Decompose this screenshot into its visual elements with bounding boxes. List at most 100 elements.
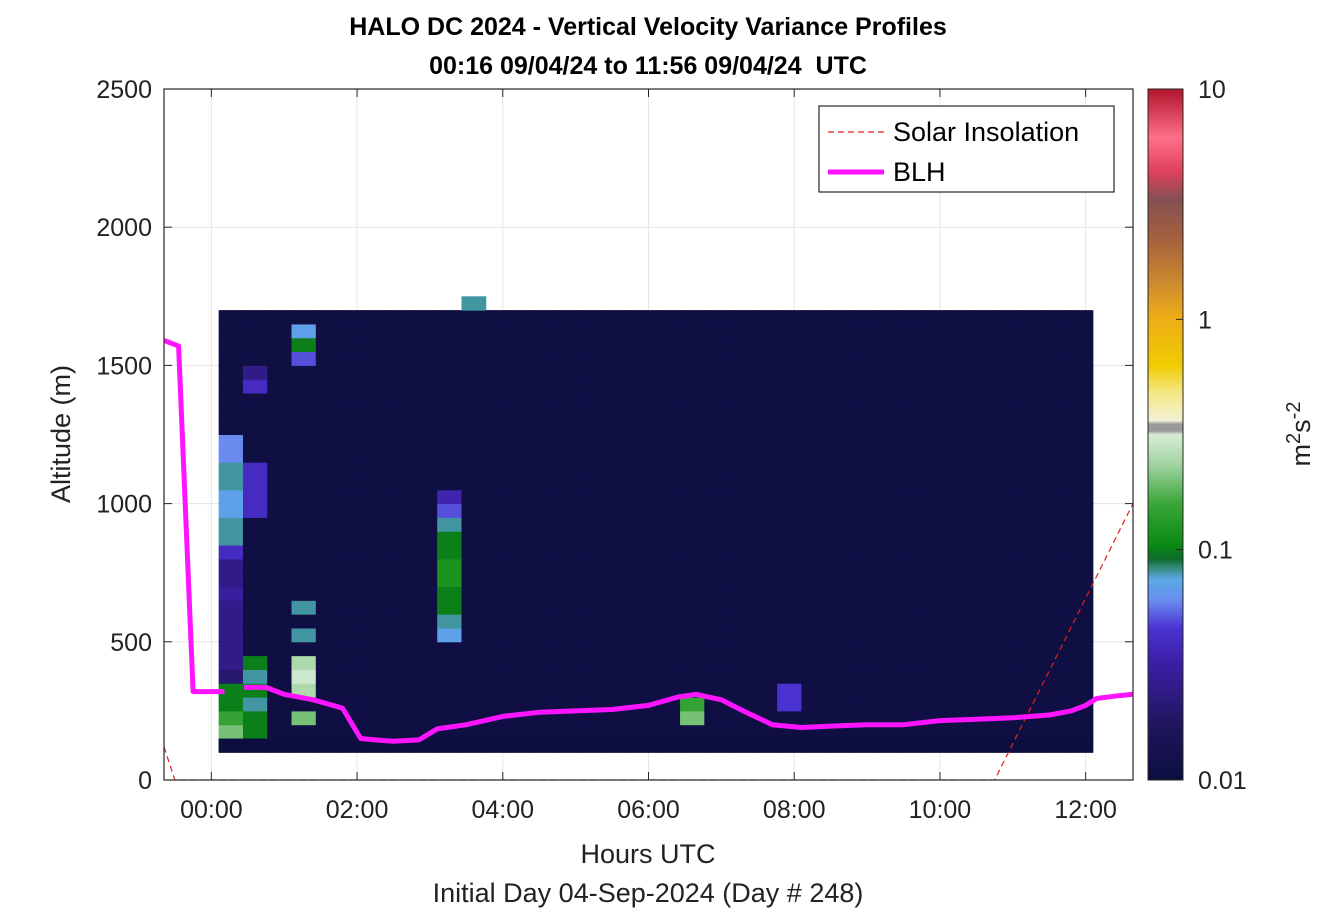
heatmap-cell [825,710,851,726]
heatmap-cell [267,600,293,615]
heatmap-cell [291,669,317,684]
heatmap-cell [850,475,875,491]
heatmap-cell [1044,337,1070,353]
heatmap-cell [971,406,997,422]
heatmap-cell [315,393,341,408]
heatmap-cell [607,337,632,353]
heatmap-cell [582,655,608,670]
heatmap-cell [631,683,657,698]
heatmap-cell [728,393,754,408]
heatmap-cell [267,710,293,726]
heatmap-cell [582,489,608,505]
heatmap-cell [1020,475,1045,491]
heatmap-cell [1020,697,1045,712]
heatmap-cell [995,310,1021,325]
heatmap-cell [242,448,268,463]
heatmap-cell [631,337,657,353]
heatmap-cell [388,323,414,339]
heatmap-cell [1020,724,1045,740]
heatmap-cell [947,669,972,684]
heatmap-cell [874,531,900,546]
heatmap-cell [995,517,1021,532]
heatmap-cell [315,434,341,449]
heatmap-cell [388,683,414,698]
heatmap-cell [898,434,924,449]
heatmap-cell [582,517,608,532]
heatmap-cell [1068,641,1094,657]
heatmap-cell [801,669,827,684]
heatmap-cell [971,545,997,560]
heatmap-cell [898,641,924,657]
heatmap-cell [850,393,875,408]
heatmap-cell [315,365,341,380]
heatmap-cell [850,365,875,380]
heatmap-cell [388,545,414,560]
heatmap-cell [340,462,365,477]
heatmap-cell [850,420,875,435]
heatmap-cell [995,475,1021,491]
heatmap-cell [267,614,293,629]
heatmap-cell [267,337,293,353]
heatmap-cell [704,379,730,394]
heatmap-cell [655,655,681,670]
heatmap-cell [777,683,802,698]
heatmap-cell [607,710,632,726]
heatmap-cell [971,393,997,408]
heatmap-cell [485,558,511,574]
heatmap-cell [971,489,997,505]
heatmap-cell [242,379,268,394]
heatmap-cell [558,406,584,422]
heatmap-cell [922,545,948,560]
heatmap-cell [777,323,802,339]
heatmap-cell [388,406,414,422]
heatmap-cell [218,627,244,643]
heatmap-cell [995,655,1021,670]
heatmap-cell [1044,393,1070,408]
heatmap-cell [364,406,390,422]
heatmap-cell [242,641,268,657]
heatmap-cell [340,406,365,422]
heatmap-cell [218,406,244,422]
heatmap-cell [971,434,997,449]
heatmap-cell [1020,310,1045,325]
heatmap-cell [922,697,948,712]
heatmap-cell [340,517,365,532]
heatmap-cell [971,531,997,546]
heatmap-cell [922,600,948,615]
heatmap-cell [777,545,802,560]
heatmap-cell [607,517,632,532]
heatmap-cell [922,503,948,518]
heatmap-cell [801,503,827,518]
heatmap-cell [801,517,827,532]
y-axis-label: Altitude (m) [46,365,76,503]
heatmap-cell [267,489,293,505]
heatmap-cell [218,586,244,601]
heatmap-cell [825,517,851,532]
heatmap-cell [558,475,584,491]
heatmap-cell [1044,586,1070,601]
heatmap-cell [850,337,875,353]
heatmap-cell [461,434,487,449]
heatmap-cell [218,697,244,712]
heatmap-cell [1044,434,1070,449]
heatmap-cell [340,337,365,353]
heatmap-cell [412,600,438,615]
heatmap-cell [558,310,584,325]
heatmap-cell [461,503,487,518]
heatmap-cell [874,724,900,740]
heatmap-cell [898,697,924,712]
heatmap-cell [995,462,1021,477]
heatmap-cell [510,697,535,712]
heatmap-cell [461,683,487,698]
heatmap-cell [558,517,584,532]
heatmap-cell [1044,669,1070,684]
heatmap-cell [947,393,972,408]
heatmap-cell [631,517,657,532]
heatmap-cell [558,655,584,670]
heatmap-cell [607,351,632,366]
heatmap-cell [388,517,414,532]
heatmap-cell [752,310,778,325]
heatmap-cell [534,586,560,601]
heatmap-cell [534,365,560,380]
heatmap-cell [850,655,875,670]
